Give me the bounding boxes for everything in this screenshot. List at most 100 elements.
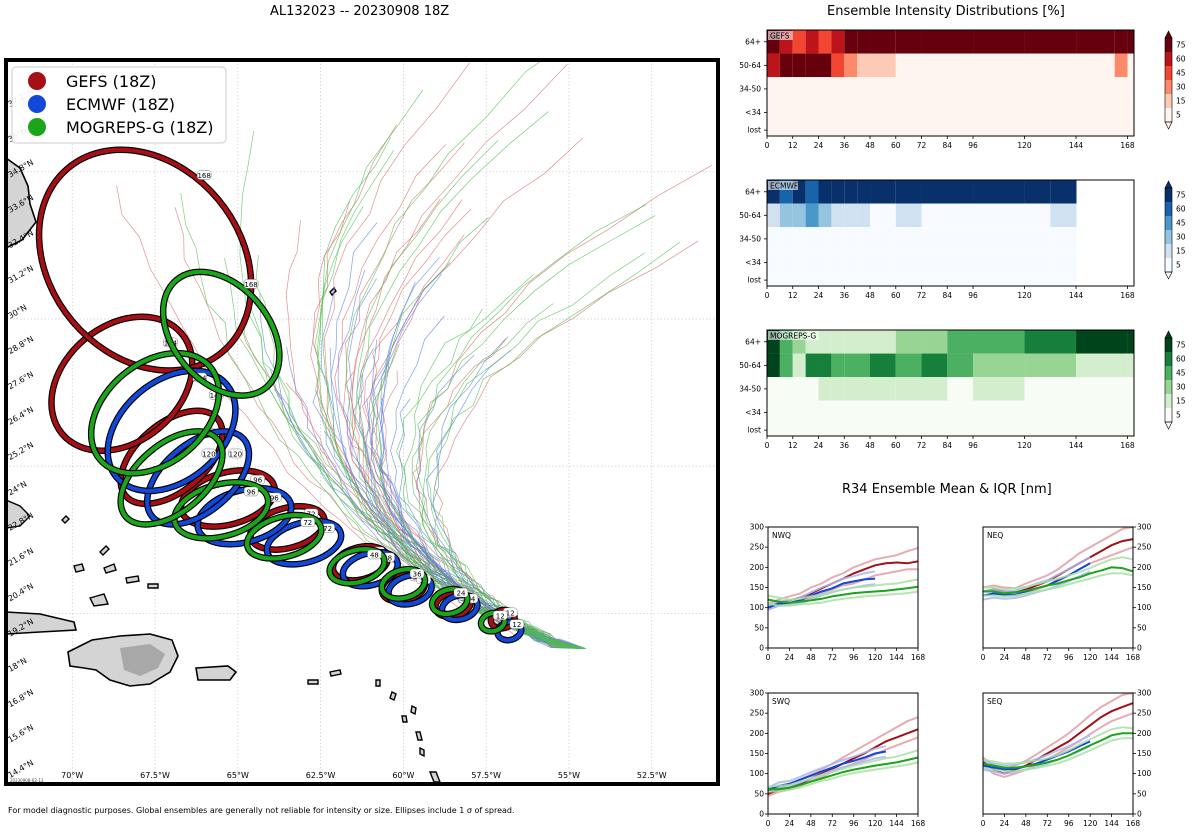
- r34-x-tick-label: 24: [785, 653, 795, 662]
- heatmap-cell: [947, 353, 974, 378]
- heatmap-cell: [973, 124, 1025, 136]
- forecast-hour-box: [228, 448, 243, 459]
- colorbar-swatch: [1165, 216, 1172, 231]
- category-label: 64+: [745, 187, 761, 196]
- r34-plot-area: [768, 693, 918, 814]
- r34-x-tick-label: 120: [1083, 653, 1098, 662]
- heatmap-cell: [1050, 227, 1077, 251]
- heatmap-cell: [921, 377, 948, 401]
- r34-y-tick-label: 300: [1137, 523, 1152, 532]
- hour-tick-label: 0: [765, 441, 770, 450]
- iqr-upper-line: [982, 526, 1134, 590]
- heatmap-cell: [1024, 424, 1077, 436]
- heatmap-cell: [1024, 180, 1051, 204]
- heatmap-cell: [973, 353, 1025, 378]
- heatmap-cell: [779, 250, 793, 275]
- heatmap-cell: [779, 100, 793, 125]
- ellipse-mogreps-g: [429, 586, 470, 617]
- hour-tick-label: 120: [1017, 291, 1032, 300]
- r34-x-tick-label: 48: [806, 653, 816, 662]
- heatmap-cell: [831, 353, 845, 378]
- colorbar-frame: [1164, 37, 1173, 123]
- heatmap-cell: [805, 30, 819, 54]
- heatmap-cell: [1076, 424, 1128, 436]
- forecast-hour-box: [300, 517, 315, 527]
- heatmap-cell: [870, 180, 896, 204]
- intensity-distribution-panels: GEFS 64+ 50-64 34-50 <34 lost 0 12 24 36 48 60 72 84 9…: [739, 29, 1186, 450]
- mean-line-mogreps-g: [982, 732, 1133, 769]
- heatmap-cell: [818, 30, 832, 54]
- category-label: lost: [747, 276, 761, 285]
- category-label: lost: [747, 426, 761, 435]
- heatmap-cell: [805, 353, 819, 378]
- r34-x-tick-label: 0: [981, 653, 986, 662]
- hour-tick-label: 24: [814, 441, 824, 450]
- heatmap-cell: [870, 424, 896, 436]
- r34-y-tick-label: 250: [750, 543, 765, 552]
- r34-y-tick-label: 200: [1137, 729, 1152, 738]
- ellipse-mogreps-g: [118, 429, 225, 527]
- heatmap-cell: [831, 424, 845, 436]
- heatmap-cell: [1024, 274, 1051, 286]
- hour-tick-label: 84: [943, 141, 953, 150]
- us-east-coast: [6, 157, 37, 249]
- iqr-upper-line: [767, 570, 876, 607]
- heatmap-cell: [870, 203, 896, 228]
- forecast-hour-box: [243, 486, 259, 497]
- r34-x-tick-label: 144: [1104, 819, 1119, 828]
- forecast-hour-box: [367, 549, 382, 560]
- lon-tick-label: 52.5°W: [637, 771, 667, 780]
- hour-tick-label: 144: [1069, 291, 1084, 300]
- forecast-hour-label: 168: [197, 172, 210, 180]
- heatmap-cell: [767, 100, 780, 125]
- hour-tick-label: 60: [891, 441, 901, 450]
- heatmap-cell: [1024, 330, 1077, 354]
- legend-label-gefs: GEFS (18Z): [66, 72, 156, 91]
- heatmap-cell: [895, 424, 922, 436]
- forecast-hour-box: [243, 279, 259, 289]
- heatmap-cell: [779, 400, 793, 425]
- forecast-hour-box: [201, 448, 217, 459]
- heatmap-cell: [1024, 250, 1051, 275]
- heatmap-cell: [921, 424, 948, 436]
- colorbar-swatch: [1165, 52, 1172, 67]
- heatmap-cell: [895, 250, 922, 275]
- heatmap-cell: [792, 53, 806, 78]
- heatmap-cell: [870, 353, 896, 378]
- category-label: 50-64: [739, 61, 761, 70]
- colorbar-tick-label: 15: [1176, 97, 1186, 106]
- heatmap-cell: [767, 250, 780, 275]
- heatmap-cell: [973, 180, 1025, 204]
- mean-line-ecmwf: [982, 740, 1091, 771]
- heatmap-cell: [818, 203, 832, 228]
- heatmap-cell: [921, 274, 974, 286]
- heatmap-frame: [766, 179, 1135, 287]
- r34-y-tick-label: 200: [750, 729, 765, 738]
- forecast-hour-label: 120: [202, 450, 215, 458]
- colorbar-swatch: [1165, 366, 1172, 381]
- heatmap-cell: [870, 53, 896, 78]
- ensemble-track-line: [422, 303, 586, 649]
- hour-tick-label: 12: [788, 441, 798, 450]
- heatmap-cell: [973, 100, 1025, 125]
- heatmap-cell: [792, 353, 806, 378]
- iqr-upper-line: [767, 578, 919, 601]
- panel-label: MOGREPS-G: [770, 332, 816, 341]
- r34-y-tick-label: 150: [750, 583, 765, 592]
- heatmap-cell: [857, 227, 871, 251]
- heatmap-cell: [831, 400, 845, 425]
- heatmap-cell: [844, 274, 858, 286]
- r34-y-tick-label: 250: [750, 709, 765, 718]
- heatmap-cell: [1127, 53, 1134, 78]
- colorbar-tick-label: 5: [1176, 261, 1181, 270]
- r34-y-tick-label: 100: [750, 603, 765, 612]
- colorbar-tick-label: 75: [1176, 191, 1186, 200]
- colorbar-frame: [1164, 337, 1173, 423]
- heatmap-cell: [921, 250, 974, 275]
- heatmap-cell: [1114, 30, 1128, 54]
- heatmap-cell: [805, 77, 819, 101]
- heatmap-cell: [792, 227, 806, 251]
- heatmap-cell: [767, 353, 780, 378]
- heatmap-cell: [779, 377, 793, 401]
- bahamas-islands: [61, 515, 159, 589]
